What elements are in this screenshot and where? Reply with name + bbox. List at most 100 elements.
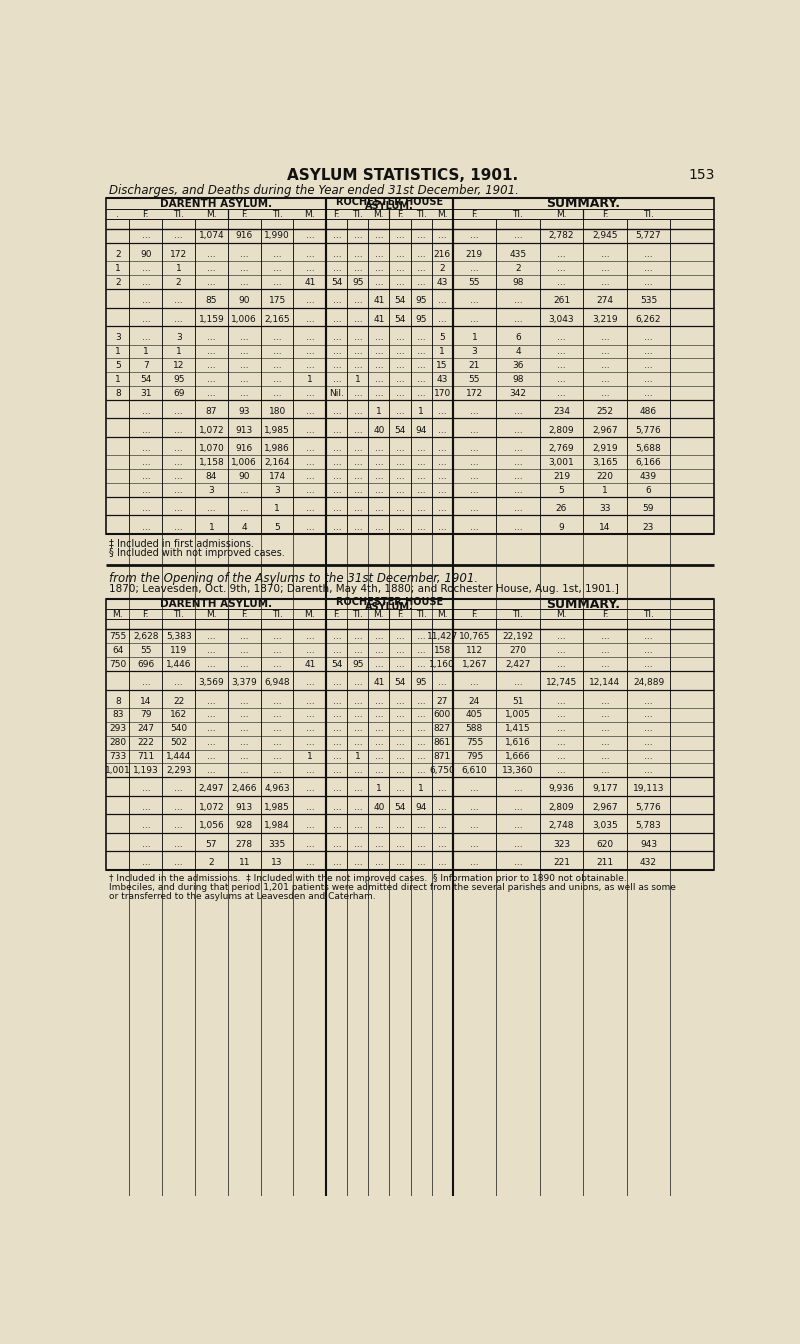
- Text: ...: ...: [333, 802, 341, 812]
- Text: M.: M.: [206, 610, 217, 620]
- Text: ...: ...: [601, 347, 610, 356]
- Text: 3: 3: [274, 485, 280, 495]
- Text: 620: 620: [597, 840, 614, 849]
- Text: ...: ...: [273, 278, 282, 286]
- Text: ...: ...: [396, 785, 404, 793]
- Text: 172: 172: [466, 388, 483, 398]
- Text: Tl.: Tl.: [174, 210, 184, 219]
- Text: 41: 41: [304, 660, 315, 668]
- Text: ...: ...: [354, 347, 362, 356]
- Text: ...: ...: [333, 250, 341, 259]
- Text: ...: ...: [374, 523, 383, 531]
- Text: ...: ...: [557, 250, 566, 259]
- Text: or transferred to the asylums at Leavesden and Caterham.: or transferred to the asylums at Leavesd…: [110, 892, 376, 900]
- Text: 405: 405: [466, 711, 483, 719]
- Text: ...: ...: [601, 645, 610, 655]
- Text: ...: ...: [273, 632, 282, 641]
- Text: ...: ...: [207, 388, 216, 398]
- Text: ...: ...: [374, 458, 383, 466]
- Text: ...: ...: [438, 679, 446, 687]
- Text: ...: ...: [470, 523, 478, 531]
- Text: 588: 588: [466, 724, 483, 734]
- Text: 827: 827: [434, 724, 450, 734]
- Text: ...: ...: [306, 426, 314, 434]
- Text: ...: ...: [306, 632, 314, 641]
- Text: ...: ...: [396, 766, 404, 775]
- Text: 5,783: 5,783: [636, 821, 662, 831]
- Text: M.: M.: [113, 610, 123, 620]
- Text: ...: ...: [354, 724, 362, 734]
- Text: 174: 174: [269, 472, 286, 481]
- Text: ...: ...: [644, 388, 653, 398]
- Text: 1,006: 1,006: [231, 314, 257, 324]
- Text: ...: ...: [354, 766, 362, 775]
- Text: Tl.: Tl.: [353, 210, 363, 219]
- Text: ...: ...: [374, 660, 383, 668]
- Text: 98: 98: [512, 375, 524, 383]
- Text: ...: ...: [273, 388, 282, 398]
- Text: ‡ Included in first admissions.: ‡ Included in first admissions.: [110, 538, 254, 548]
- Text: 913: 913: [236, 426, 253, 434]
- Text: 83: 83: [112, 711, 123, 719]
- Text: 14: 14: [599, 523, 610, 531]
- Text: 27: 27: [437, 696, 448, 706]
- Text: 40: 40: [374, 426, 385, 434]
- Text: ...: ...: [333, 645, 341, 655]
- Text: ...: ...: [374, 278, 383, 286]
- Text: 3,219: 3,219: [592, 314, 618, 324]
- Text: 1: 1: [376, 407, 382, 417]
- Text: ...: ...: [273, 711, 282, 719]
- Text: Tl.: Tl.: [353, 610, 363, 620]
- Text: ...: ...: [438, 314, 446, 324]
- Text: 1: 1: [115, 375, 121, 383]
- Text: ...: ...: [240, 278, 249, 286]
- Text: ...: ...: [273, 263, 282, 273]
- Text: 54: 54: [140, 375, 151, 383]
- Text: ...: ...: [333, 753, 341, 761]
- Text: 40: 40: [374, 802, 385, 812]
- Text: 2: 2: [515, 263, 521, 273]
- Text: 10,765: 10,765: [458, 632, 490, 641]
- Text: ...: ...: [470, 407, 478, 417]
- Text: 2: 2: [176, 278, 182, 286]
- Text: ...: ...: [333, 679, 341, 687]
- Text: 432: 432: [640, 859, 657, 867]
- Text: ...: ...: [354, 840, 362, 849]
- Text: ...: ...: [354, 472, 362, 481]
- Text: 5,383: 5,383: [166, 632, 191, 641]
- Text: 26: 26: [556, 504, 567, 513]
- Text: ...: ...: [396, 231, 404, 241]
- Text: 2,769: 2,769: [549, 444, 574, 453]
- Text: ...: ...: [417, 231, 426, 241]
- Text: ...: ...: [396, 375, 404, 383]
- Text: 750: 750: [109, 660, 126, 668]
- Text: 2,782: 2,782: [549, 231, 574, 241]
- Text: 3: 3: [176, 333, 182, 343]
- Text: F.: F.: [602, 610, 608, 620]
- Text: ...: ...: [514, 407, 522, 417]
- Text: ...: ...: [417, 696, 426, 706]
- Text: ...: ...: [557, 347, 566, 356]
- Text: 6,262: 6,262: [636, 314, 662, 324]
- Text: ...: ...: [438, 504, 446, 513]
- Text: 1: 1: [471, 333, 478, 343]
- Text: ...: ...: [174, 679, 183, 687]
- Text: F.: F.: [334, 610, 340, 620]
- Text: ...: ...: [306, 458, 314, 466]
- Text: ...: ...: [557, 645, 566, 655]
- Text: ...: ...: [396, 444, 404, 453]
- Text: ...: ...: [207, 347, 216, 356]
- Text: ...: ...: [240, 333, 249, 343]
- Text: ...: ...: [470, 472, 478, 481]
- Text: ASYLUM.: ASYLUM.: [365, 602, 414, 612]
- Text: ...: ...: [306, 859, 314, 867]
- Text: ...: ...: [470, 314, 478, 324]
- Text: ...: ...: [354, 250, 362, 259]
- Text: M.: M.: [437, 610, 447, 620]
- Text: ...: ...: [438, 426, 446, 434]
- Text: ...: ...: [470, 296, 478, 305]
- Text: 916: 916: [236, 444, 253, 453]
- Text: 2,628: 2,628: [133, 632, 158, 641]
- Text: ...: ...: [644, 696, 653, 706]
- Text: ...: ...: [601, 753, 610, 761]
